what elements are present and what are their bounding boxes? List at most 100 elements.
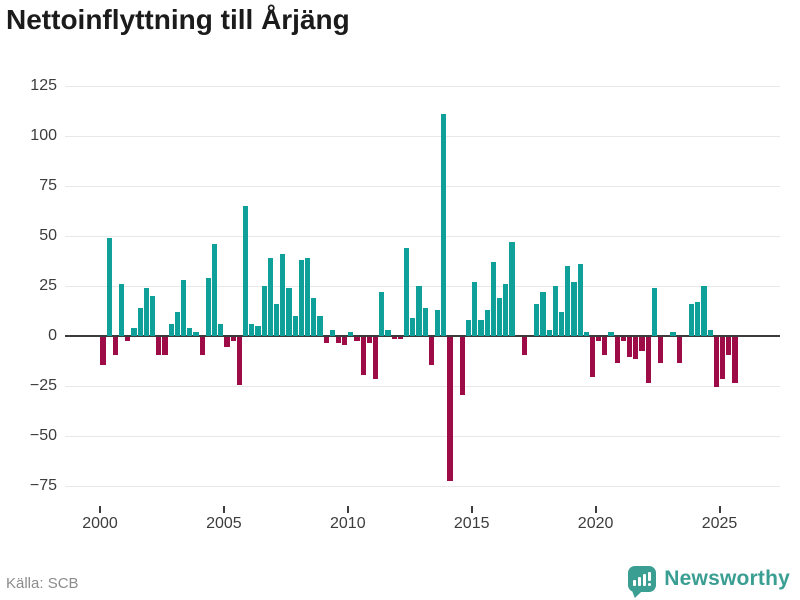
bar-2024-q3 [707, 330, 713, 336]
gridline--75 [65, 486, 780, 487]
bar-2019-q3 [583, 332, 589, 336]
gridline-100 [65, 136, 780, 137]
x-tick-label-2020: 2020 [577, 515, 614, 532]
bar-2023-q1 [670, 332, 676, 336]
bar-2009-q2 [329, 330, 335, 336]
bar-2005-q2 [230, 337, 236, 341]
bar-2023-q2 [676, 337, 682, 363]
y-tick-label-25: 25 [39, 277, 57, 294]
bar-2001-q3 [137, 308, 143, 336]
bar-2013-q4 [441, 114, 447, 336]
bar-2021-q3 [633, 337, 639, 359]
bar-2001-q2 [131, 328, 137, 336]
bar-2014-q4 [466, 320, 472, 336]
bar-2006-q3 [261, 286, 267, 336]
bar-2008-q3 [311, 298, 317, 336]
newsworthy-chart-bubble-icon [628, 566, 657, 592]
bar-2018-q2 [552, 286, 558, 336]
bar-2015-q1 [472, 282, 478, 336]
bar-2005-q1 [224, 337, 230, 347]
bar-2009-q1 [323, 337, 329, 343]
x-tick-2020 [594, 506, 597, 513]
bar-2003-q1 [174, 312, 181, 336]
bar-2025-q2 [726, 337, 732, 355]
bar-2008-q1 [298, 260, 304, 336]
bar-2017-q3 [534, 304, 540, 336]
bar-2009-q3 [335, 337, 342, 343]
bar-2017-q4 [540, 292, 546, 336]
bar-2021-q2 [627, 337, 633, 357]
bar-2003-q4 [193, 332, 199, 336]
gridline-25 [65, 286, 780, 287]
bar-2005-q4 [242, 206, 249, 336]
x-tick-2025 [718, 506, 721, 513]
bar-2011-q1 [373, 337, 379, 379]
bar-2003-q3 [187, 328, 193, 336]
y-tick-label-75: 75 [39, 177, 57, 194]
bar-2025-q3 [732, 337, 738, 383]
bar-2019-q4 [589, 337, 596, 377]
bar-2002-q2 [156, 337, 162, 355]
x-tick-2010 [346, 506, 349, 513]
gridline--50 [65, 436, 780, 437]
bar-2007-q4 [292, 316, 298, 336]
bar-2001-q4 [143, 288, 150, 336]
bar-2024-q4 [713, 337, 719, 387]
bar-2022-q1 [645, 337, 651, 383]
bar-2016-q3 [509, 242, 515, 336]
bar-2000-q2 [106, 238, 112, 336]
bar-2023-q4 [689, 304, 695, 336]
bar-2021-q4 [639, 337, 645, 351]
bar-2010-q4 [366, 337, 373, 343]
bar-2000-q1 [100, 337, 106, 365]
y-tick-label--75: −75 [29, 477, 57, 494]
bar-2008-q4 [317, 316, 323, 336]
bar-2020-q1 [596, 337, 602, 341]
bar-2024-q2 [701, 286, 707, 336]
y-tick-label--50: −50 [29, 427, 57, 444]
bar-2006-q2 [255, 326, 261, 336]
bar-2025-q1 [719, 337, 726, 379]
bar-2022-q2 [651, 288, 658, 336]
bar-2002-q3 [162, 337, 168, 355]
bar-2017-q1 [521, 337, 527, 355]
newsworthy-logo[interactable]: Newsworthy [628, 562, 790, 596]
bar-2001-q1 [125, 337, 131, 341]
bar-2019-q2 [577, 264, 583, 336]
bar-2007-q3 [286, 288, 292, 336]
bar-2024-q1 [695, 302, 701, 336]
bar-2020-q2 [602, 337, 608, 355]
bar-2016-q1 [496, 298, 503, 336]
bar-2015-q2 [478, 320, 484, 336]
bar-2012-q1 [397, 337, 404, 339]
bar-2011-q3 [385, 330, 391, 336]
bar-2005-q3 [236, 337, 242, 385]
newsworthy-logo-text: Newsworthy [664, 567, 790, 590]
bar-2009-q4 [342, 337, 348, 345]
bar-2008-q2 [304, 258, 311, 336]
bar-2018-q3 [558, 312, 565, 336]
bar-2007-q2 [280, 254, 286, 336]
bar-2000-q4 [119, 284, 125, 336]
chart-title: Nettoinflyttning till Årjäng [6, 4, 350, 35]
bar-2011-q2 [379, 292, 385, 336]
bar-2011-q4 [391, 337, 397, 339]
gridline-125 [65, 86, 780, 87]
bar-2018-q1 [546, 330, 552, 336]
bar-2021-q1 [620, 337, 627, 341]
x-tick-label-2005: 2005 [206, 515, 242, 532]
zero-line [65, 335, 780, 337]
bar-2014-q1 [447, 337, 453, 481]
bar-2022-q3 [658, 337, 664, 363]
bar-2003-q2 [181, 280, 187, 336]
x-tick-2015 [470, 506, 473, 513]
bar-2014-q3 [459, 337, 465, 395]
bar-2015-q4 [490, 262, 496, 336]
gridline-50 [65, 236, 780, 237]
y-tick-label-50: 50 [39, 227, 57, 244]
bar-2020-q4 [614, 337, 620, 363]
bar-2010-q2 [354, 337, 360, 341]
x-tick-2005 [222, 506, 225, 513]
